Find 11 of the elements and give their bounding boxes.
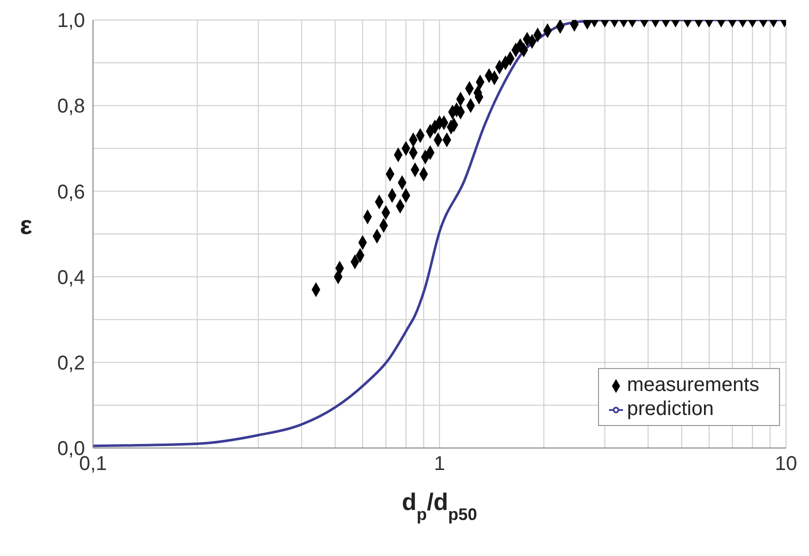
y-tick-label: 0,6 — [57, 181, 85, 204]
x-tick-label: 10 — [774, 453, 798, 476]
legend-label: measurements — [627, 374, 760, 396]
x-axis-title: d$_{p}$/d$_{p50}$ — [402, 489, 478, 524]
y-tick-label: 0,2 — [57, 352, 85, 374]
legend-label: prediction — [627, 398, 714, 420]
x-tick-label: 1 — [434, 453, 446, 476]
y-axis-title: ε — [20, 210, 32, 240]
y-tick-label: 1,0 — [57, 10, 85, 32]
y-tick-label: 0,8 — [57, 96, 85, 118]
y-tick-label: 0,4 — [57, 266, 85, 289]
